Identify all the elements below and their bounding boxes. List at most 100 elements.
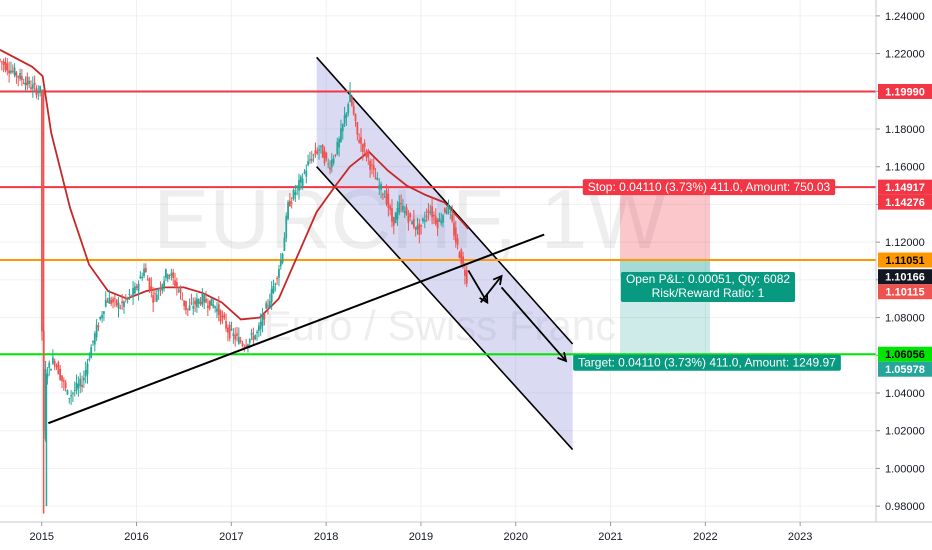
projection-arrow[interactable] (479, 274, 503, 304)
candle-body (230, 328, 233, 330)
time-tick-label: 2016 (124, 531, 148, 543)
price-label: 1.14917 (885, 182, 925, 194)
candle-body (92, 340, 94, 343)
candle-body (210, 298, 213, 306)
price-tick-label: 0.98000 (885, 501, 925, 513)
candle-body (62, 380, 65, 383)
projection-arrow-shaft (479, 275, 503, 304)
candle-body (50, 369, 52, 371)
candle-body (124, 297, 127, 300)
candle-body (414, 226, 417, 231)
candle-body (117, 302, 120, 309)
candle-body (132, 288, 134, 297)
candle-body (270, 288, 273, 303)
short-position-zone[interactable] (620, 187, 711, 355)
candle-body (254, 334, 257, 340)
candle-body (396, 208, 399, 220)
price-tick-label: 1.18000 (885, 124, 925, 136)
candle-body (250, 332, 253, 336)
time-tick-label: 2023 (788, 531, 812, 543)
support-trendline[interactable] (47, 233, 545, 425)
candle-body (392, 217, 395, 226)
pnl-label-box: Open P&L: 0.00051, Qty: 6082 Risk/Reward… (620, 272, 796, 302)
candle-body (299, 176, 302, 183)
channel-upper-line[interactable] (316, 56, 574, 345)
candle-body (146, 279, 149, 281)
candle-body (163, 280, 165, 287)
projection-arrow[interactable] (500, 286, 568, 363)
candle-body (177, 290, 180, 292)
candle-body (245, 345, 248, 347)
candle-body (305, 170, 308, 177)
candle-body (309, 159, 311, 161)
candle-body (378, 185, 381, 189)
candle-body (20, 76, 23, 80)
candle-body (257, 325, 260, 331)
candle-body (294, 192, 297, 195)
candle-body (51, 357, 54, 364)
pnl-label: Open P&L: 0.00051, Qty: 6082 (626, 272, 790, 286)
drawings[interactable] (47, 233, 568, 425)
candle-body (454, 227, 457, 243)
candle-body (465, 270, 468, 284)
candle-body (95, 324, 98, 338)
projection-arrow-shaft (500, 286, 567, 362)
price-tick-label: 1.08000 (885, 313, 925, 325)
candle-body (279, 260, 282, 267)
candle-body (374, 177, 377, 180)
descending-channel[interactable] (316, 56, 574, 451)
candle-body (363, 142, 366, 148)
candle-body (216, 308, 218, 312)
candle-body (447, 204, 450, 210)
candle-body (343, 115, 346, 124)
time-axis[interactable]: 2015 2016 2017 2018 2019 2020 2021 2022 2023 (29, 522, 812, 543)
channel-lower-line[interactable] (316, 166, 574, 451)
moving-average-line (0, 49, 470, 321)
candle-body (283, 237, 286, 251)
candle-body (174, 280, 176, 287)
candle-body (172, 272, 175, 279)
candle-body (352, 106, 355, 115)
candle-body (68, 397, 71, 399)
candle-body (17, 76, 20, 78)
candle-body (321, 145, 324, 158)
price-label: 1.19990 (885, 86, 925, 98)
time-tick-label: 2021 (598, 531, 622, 543)
candle-body (425, 215, 428, 217)
candle-body (188, 305, 191, 311)
stop-zone[interactable] (620, 187, 711, 261)
candle-body (236, 333, 238, 336)
candle-body (73, 389, 76, 391)
candle-body (327, 163, 330, 165)
candle-body (298, 179, 300, 191)
candle-body (407, 215, 410, 224)
candle-body (152, 295, 155, 303)
candle-body (243, 346, 246, 348)
candle-body (2, 61, 5, 65)
candle-body (64, 382, 67, 389)
candle-body (199, 301, 202, 304)
price-label: 1.06056 (885, 349, 925, 361)
candle-body (451, 214, 454, 221)
candle-body (261, 315, 264, 326)
horizontal-lines[interactable] (0, 90, 876, 356)
candle-body (97, 325, 100, 328)
candle-body (6, 63, 9, 71)
candle-body (312, 154, 315, 156)
candle-body (31, 84, 34, 89)
candle-body (372, 165, 375, 170)
candle-body (398, 202, 401, 213)
candle-body (119, 307, 122, 309)
candle-body (442, 215, 444, 223)
candle-body (165, 269, 167, 278)
candle-body (110, 299, 113, 304)
candle-body (371, 164, 373, 166)
candle-body (287, 201, 289, 219)
candle-body (276, 278, 279, 280)
candle-body (367, 150, 370, 158)
candle-body (22, 82, 25, 84)
candle-body (464, 269, 466, 276)
candle-body (350, 96, 353, 106)
candle-body (440, 220, 443, 224)
